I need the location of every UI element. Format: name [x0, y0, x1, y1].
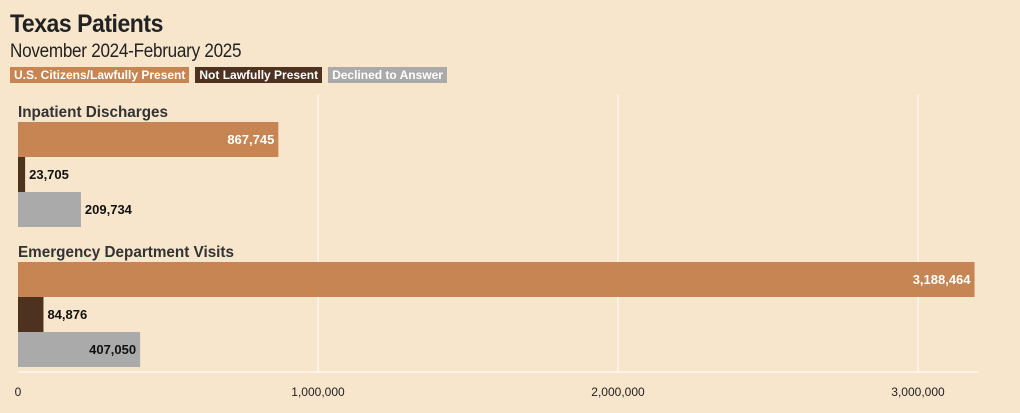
chart-subtitle: November 2024-February 2025	[10, 41, 242, 62]
category-label: Emergency Department Visits	[18, 244, 234, 261]
data-label: 407,050	[89, 342, 136, 357]
legend: U.S. Citizens/Lawfully Present Not Lawfu…	[10, 67, 447, 83]
x-tick-label: 0	[15, 385, 22, 399]
chart-header: Texas Patients November 2024-February 20…	[10, 10, 447, 83]
x-tick-label: 1,000,000	[291, 385, 345, 399]
bar-citizens	[18, 262, 975, 297]
legend-item-citizens: U.S. Citizens/Lawfully Present	[10, 67, 190, 83]
bar-not-lawful	[18, 157, 26, 192]
data-label: 209,734	[85, 202, 133, 217]
bar-declined	[18, 192, 81, 227]
legend-item-declined: Declined to Answer	[328, 67, 447, 83]
x-tick-label: 3,000,000	[891, 385, 945, 399]
chart-title: Texas Patients	[10, 10, 163, 38]
data-label: 23,705	[29, 167, 69, 182]
data-label: 3,188,464	[913, 272, 972, 287]
x-tick-label: 2,000,000	[591, 385, 645, 399]
data-label: 867,745	[227, 132, 274, 147]
category-label: Inpatient Discharges	[18, 104, 168, 121]
data-label: 84,876	[47, 307, 87, 322]
bar-not-lawful	[18, 297, 44, 332]
bar-citizens	[18, 122, 279, 157]
bar-declined	[18, 332, 141, 367]
legend-item-not-lawful: Not Lawfully Present	[195, 67, 323, 83]
